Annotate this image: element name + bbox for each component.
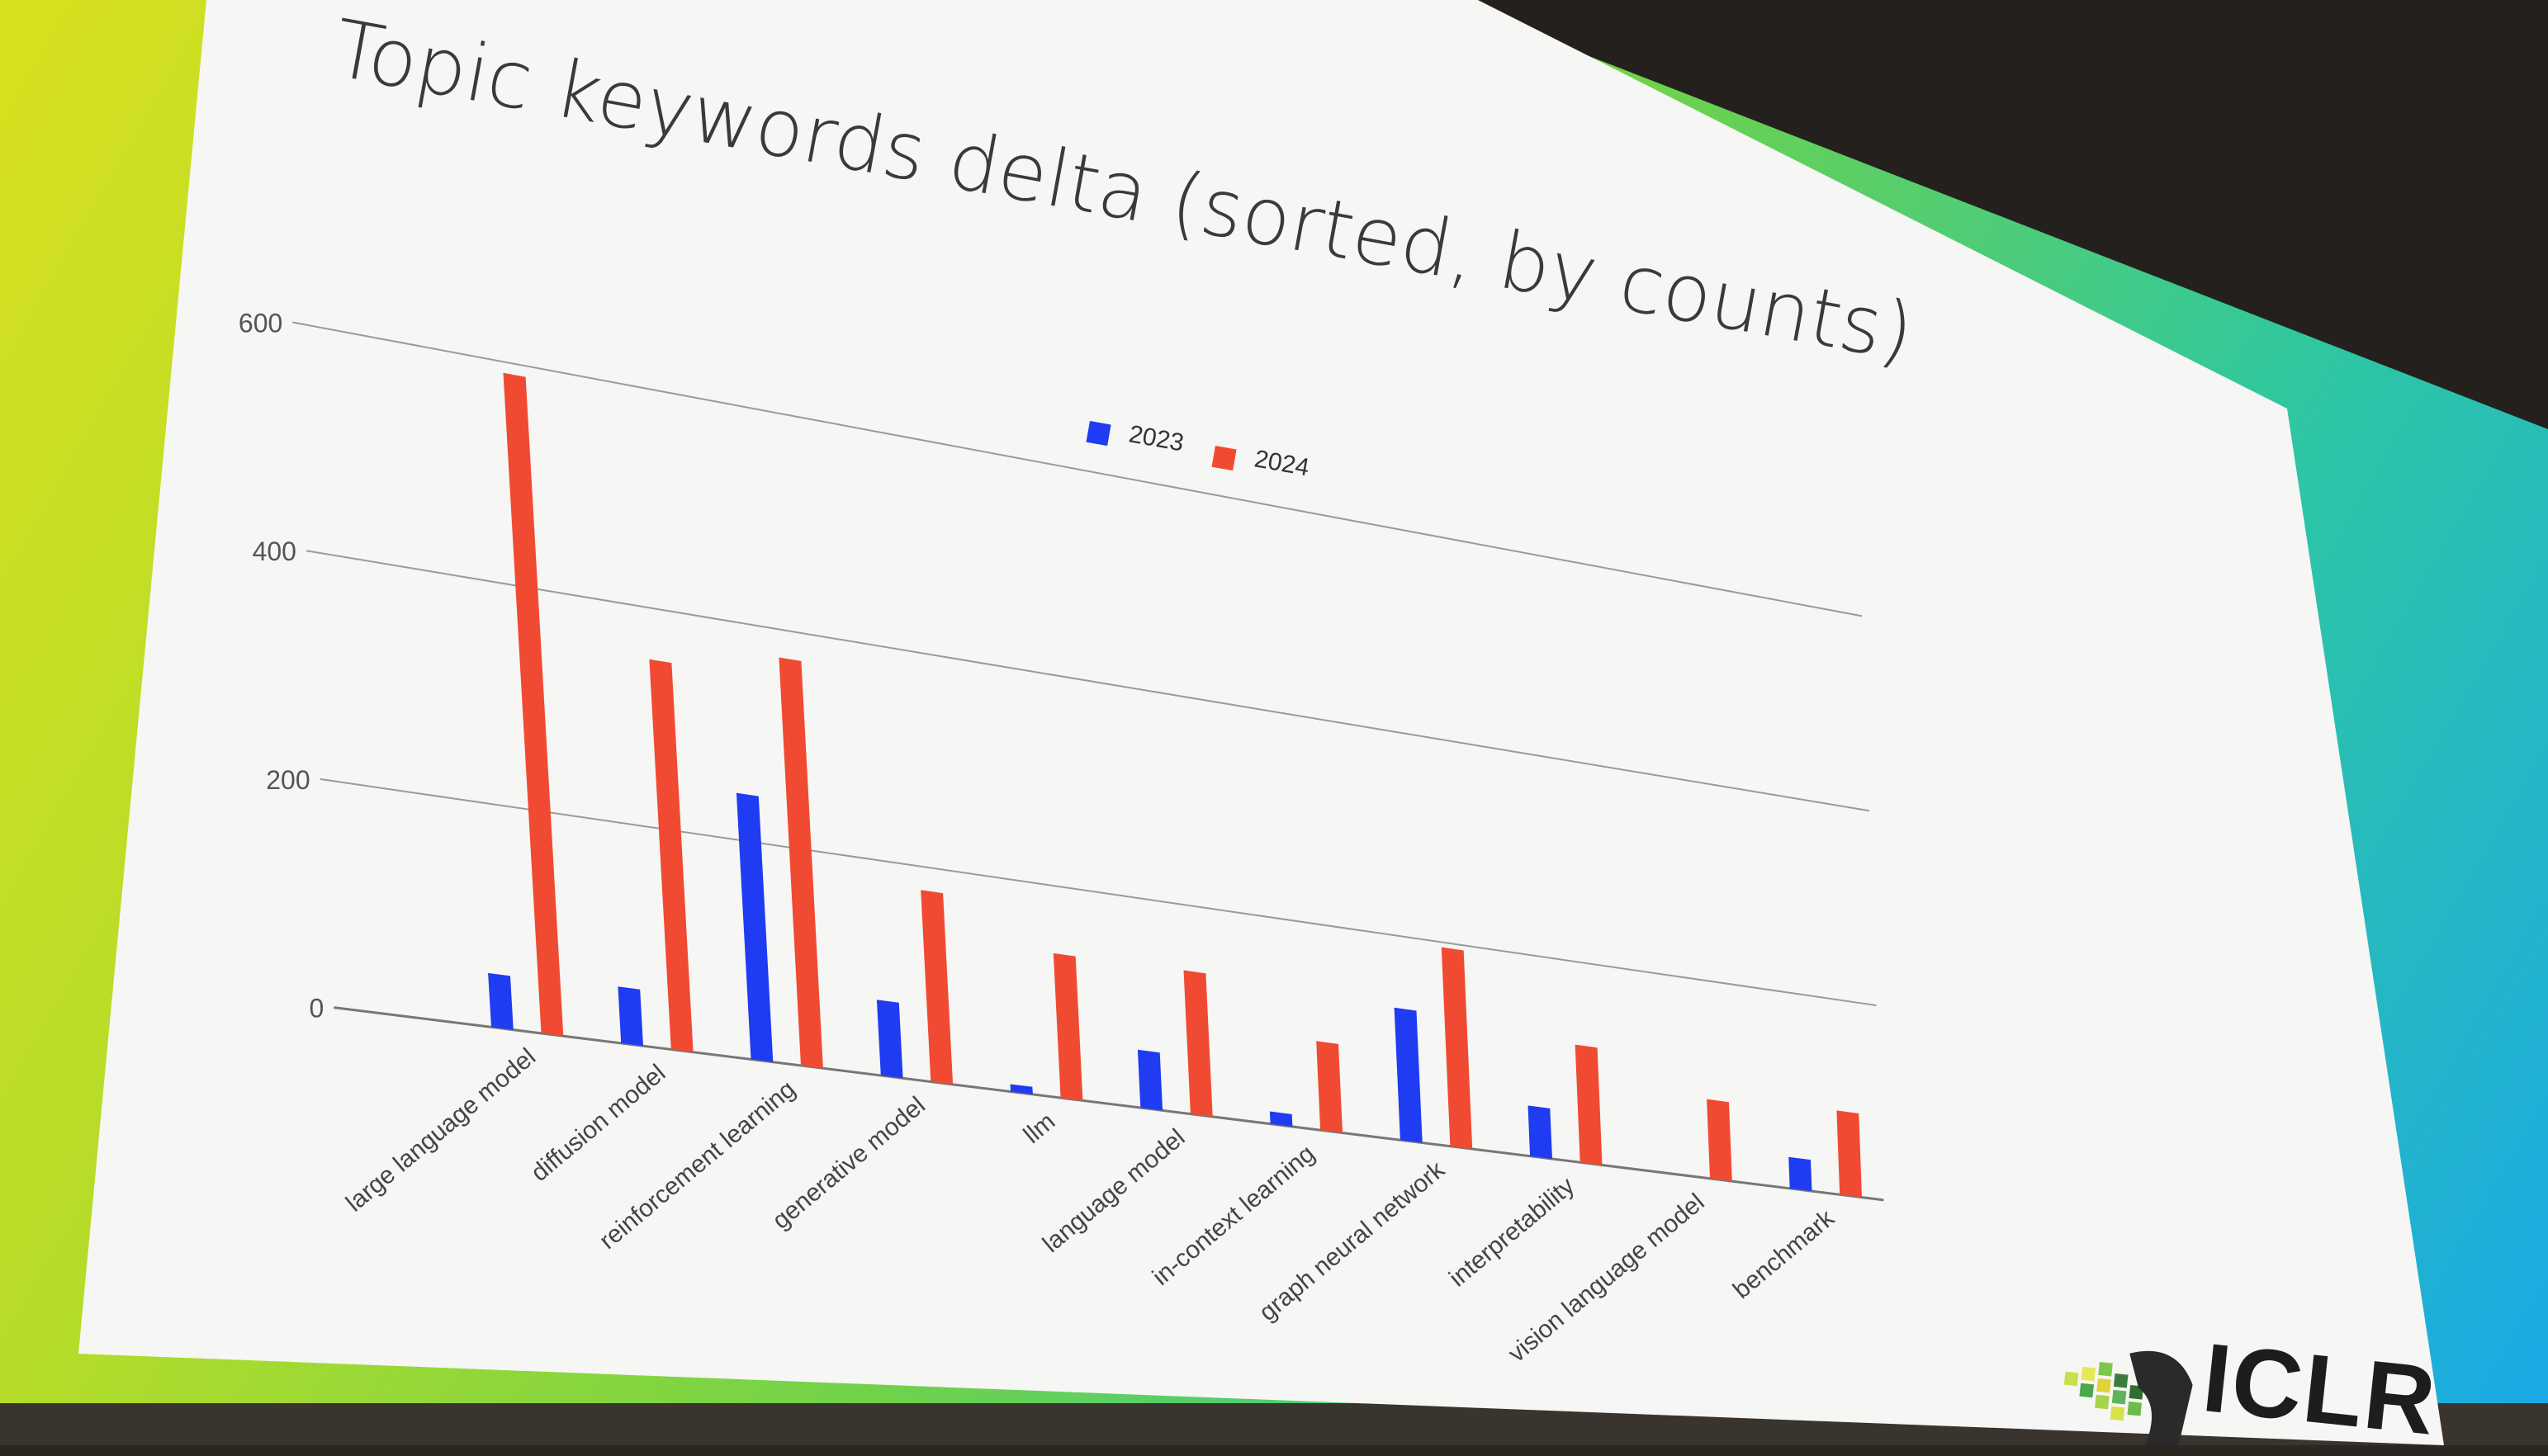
category-label: interpretability xyxy=(1444,1172,1579,1292)
category-label: benchmark xyxy=(1728,1204,1840,1304)
gridline-0 xyxy=(334,1006,1884,1202)
gridlines xyxy=(292,321,1884,1202)
y-axis-ticks: 0 200 400 600 xyxy=(239,308,324,1023)
bar-2024-graph-neural-network xyxy=(1441,947,1473,1149)
gridline-400 xyxy=(305,550,1870,812)
category-label: in-context learning xyxy=(1148,1140,1320,1291)
category-label: diffusion model xyxy=(526,1059,670,1187)
bar-2023-generative-model xyxy=(876,1000,903,1079)
bar-2024-generative-model xyxy=(921,890,954,1085)
legend-swatch-2023 xyxy=(1086,421,1111,447)
iclr-logo-text: ICLR xyxy=(2197,1323,2442,1456)
bar-2024-llm xyxy=(1053,953,1083,1101)
chart-title-group: Topic keywords delta (sorted, by counts) xyxy=(327,2,1920,379)
iclr-logo: ICLR xyxy=(2048,1323,2477,1456)
bar-2024-large-language-model xyxy=(503,372,564,1037)
bar-2023-interpretability xyxy=(1527,1105,1552,1159)
bar-2023-in-context-learning xyxy=(1269,1111,1293,1127)
category-label: large language model xyxy=(341,1043,541,1217)
y-tick-label: 0 xyxy=(310,994,324,1023)
bar-2023-llm xyxy=(1010,1084,1033,1094)
bar-2024-diffusion-model xyxy=(649,659,694,1052)
bar-2024-language-model xyxy=(1183,970,1213,1117)
bar-2023-diffusion-model xyxy=(618,986,643,1047)
bar-2023-graph-neural-network xyxy=(1394,1007,1423,1143)
gridline-600 xyxy=(292,321,1863,617)
bar-2024-vision-language-model xyxy=(1707,1099,1732,1182)
bar-2023-language-model xyxy=(1137,1049,1163,1111)
y-tick-label: 400 xyxy=(253,537,296,566)
bar-2024-benchmark xyxy=(1836,1110,1862,1198)
category-label: language model xyxy=(1038,1124,1191,1259)
category-label: llm xyxy=(1019,1108,1061,1149)
y-tick-label: 600 xyxy=(239,308,282,338)
y-tick-label: 200 xyxy=(266,765,310,795)
bars xyxy=(488,372,1862,1198)
legend: 2023 2024 xyxy=(1086,420,1311,481)
bar-2023-reinforcement-learning xyxy=(736,792,774,1062)
bar-2024-reinforcement-learning xyxy=(779,657,823,1069)
legend-label-2024: 2024 xyxy=(1253,445,1311,481)
category-label: generative model xyxy=(767,1091,931,1234)
bar-2024-in-context-learning xyxy=(1316,1041,1343,1133)
legend-label-2023: 2023 xyxy=(1127,420,1186,456)
legend-swatch-2024 xyxy=(1211,446,1237,471)
iclr-logo-mark xyxy=(2063,1350,2193,1450)
bar-2023-large-language-model xyxy=(488,972,514,1030)
bar-2024-interpretability xyxy=(1575,1044,1603,1165)
chart-title: Topic keywords delta (sorted, by counts) xyxy=(327,2,1920,379)
gridline-200 xyxy=(320,778,1877,1007)
bar-2023-benchmark xyxy=(1788,1156,1812,1192)
